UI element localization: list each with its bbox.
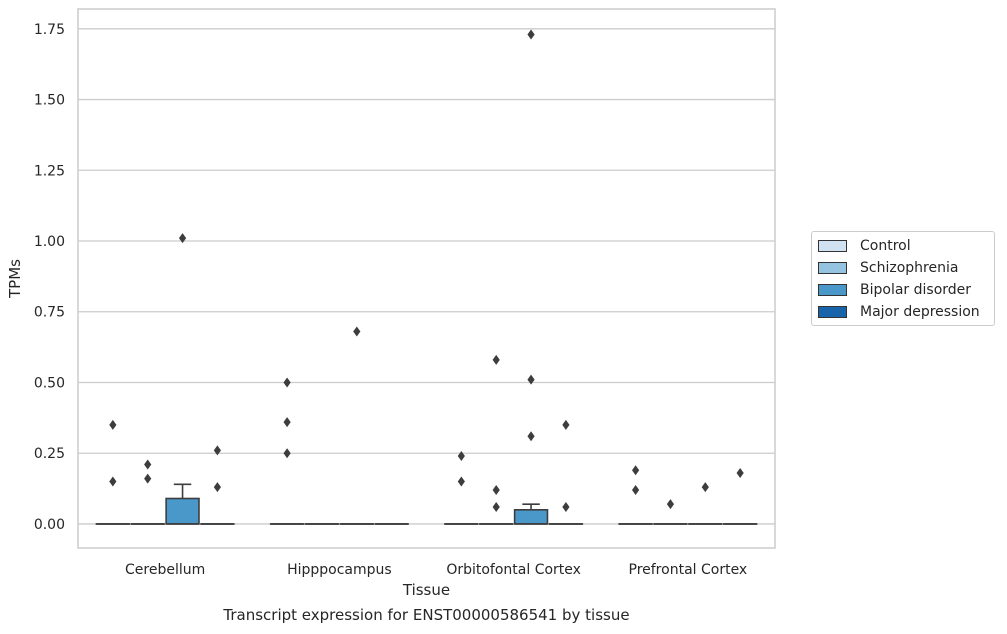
outlier-point (527, 431, 535, 442)
legend-swatch (818, 306, 847, 318)
box (165, 497, 200, 525)
outlier-point (562, 419, 570, 430)
x-tick-label: Prefrontal Cortex (629, 562, 748, 578)
outlier-point (109, 476, 117, 487)
outlier-point (283, 377, 291, 388)
legend-item-control: Control (818, 236, 911, 256)
y-tick-label: 1.00 (34, 234, 65, 250)
legend-label: Schizophrenia (860, 260, 959, 276)
y-tick-label: 1.50 (34, 93, 65, 109)
y-tick-label: 0.50 (34, 375, 65, 391)
outlier-point (736, 468, 744, 479)
outlier-point (492, 484, 500, 495)
legend-label: Bipolar disorder (860, 282, 972, 298)
outlier-point (492, 354, 500, 365)
outlier-point (632, 465, 640, 476)
legend-item-bipolar: Bipolar disorder (818, 280, 971, 300)
x-tick-label: Cerebellum (125, 562, 205, 578)
outlier-point (353, 326, 361, 337)
legend: Control Schizophrenia Bipolar disorder M… (811, 231, 995, 326)
legend-swatch (818, 240, 847, 252)
outlier-point (213, 445, 221, 456)
legend-label: Control (860, 238, 911, 254)
y-tick-labels: 0.00 0.25 0.50 0.75 1.00 1.25 1.50 1.75 (34, 22, 65, 533)
outlier-point (632, 484, 640, 495)
outlier-point (492, 501, 500, 512)
y-tick-label: 0.75 (34, 305, 65, 321)
outlier-point (144, 459, 152, 470)
y-tick-label: 1.25 (34, 163, 65, 179)
box (513, 509, 549, 525)
outlier-point (283, 417, 291, 428)
outlier-point (701, 482, 709, 493)
outlier-point (144, 473, 152, 484)
outlier-point (213, 482, 221, 493)
chart-caption: Transcript expression for ENST0000058654… (223, 606, 630, 624)
y-axis-label: TPMs (6, 259, 24, 299)
plot-frame (77, 8, 776, 549)
x-axis-label: Tissue (402, 581, 450, 599)
outlier-point (109, 419, 117, 430)
outlier-point (666, 499, 675, 510)
outlier-point (457, 476, 465, 487)
outlier-point (527, 374, 535, 385)
outlier-point (562, 501, 570, 512)
box-plot-marks (95, 483, 758, 525)
x-tick-label: Hipppocampus (287, 562, 392, 578)
x-tick-label: Orbitofontal Cortex (446, 562, 581, 578)
legend-label: Major depression (860, 304, 980, 320)
y-tick-label: 1.75 (34, 22, 65, 38)
legend-item-major-depression: Major depression (818, 302, 980, 322)
y-tick-label: 0.25 (34, 446, 65, 462)
x-tick-labels: Cerebellum Hipppocampus Orbitofontal Corte… (125, 562, 747, 578)
outlier-point (178, 233, 187, 244)
gridlines (78, 28, 775, 525)
outlier-point (457, 451, 465, 462)
outlier-point (283, 448, 291, 459)
y-tick-label: 0.00 (34, 517, 65, 533)
outlier-point (527, 29, 535, 40)
outlier-points (109, 29, 744, 512)
legend-swatch (818, 284, 847, 296)
legend-swatch (818, 262, 847, 274)
legend-item-schizophrenia: Schizophrenia (818, 258, 958, 278)
